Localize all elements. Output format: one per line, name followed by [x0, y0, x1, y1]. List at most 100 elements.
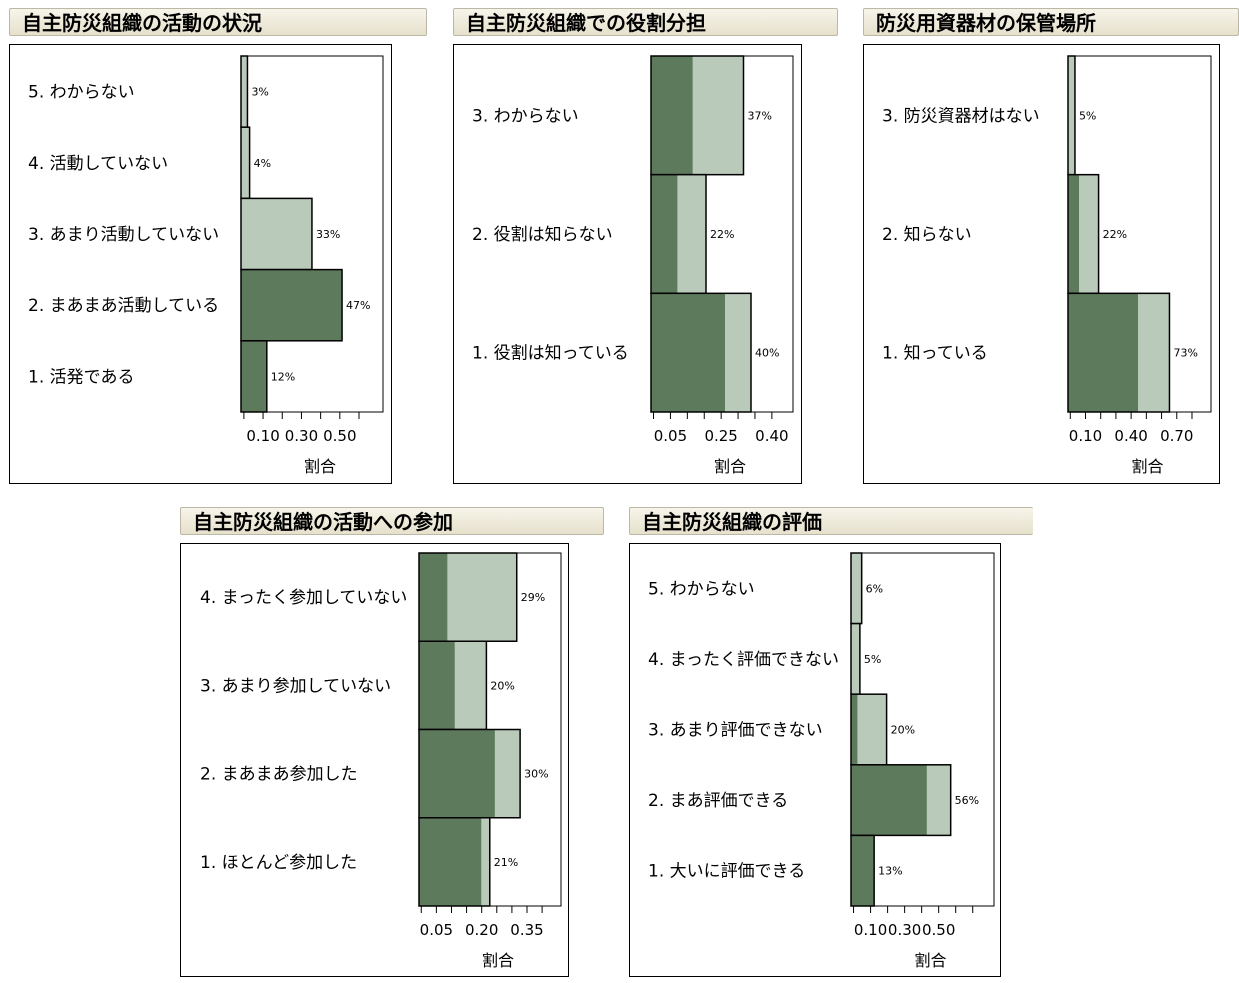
- tick-label: 0.10: [246, 427, 279, 445]
- tick-label: 0.25: [704, 427, 737, 445]
- value-label: 30%: [524, 768, 548, 781]
- chart-title-bar-2: 自主防災組織での役割分担: [453, 8, 838, 36]
- bar: [1067, 292, 1171, 413]
- category-label: 2. 知らない: [882, 225, 972, 245]
- value-label: 5%: [864, 653, 881, 666]
- chart-title-1: 自主防災組織の活動の状況: [22, 11, 262, 35]
- value-label: 6%: [866, 582, 883, 595]
- bar-fill-dark: [851, 694, 858, 765]
- bar-fill-dark: [241, 269, 343, 341]
- bar-fill-light: [851, 623, 860, 695]
- tick-label: 0.30: [888, 921, 921, 939]
- category-label: 2. まあまあ参加した: [200, 765, 358, 785]
- chart-2: 37% 3. わからない 22% 2. 役割は知らない 40% 1. 役割は知っている 0.…: [472, 55, 794, 476]
- value-label: 73%: [1173, 347, 1197, 360]
- value-label: 20%: [490, 679, 514, 692]
- category-label: 1. 知っている: [882, 344, 988, 364]
- value-label: 4%: [254, 157, 271, 170]
- value-label: 21%: [494, 856, 518, 869]
- value-label: 37%: [748, 109, 772, 122]
- bar-fill-dark: [851, 835, 875, 906]
- chart-5: 6% 5. わからない 5% 4. まったく評価できない 20% 3. あまり評価できない…: [648, 552, 995, 970]
- tick-label: 0.35: [510, 921, 543, 939]
- value-label: 3%: [251, 86, 268, 99]
- category-label: 3. 防災資器材はない: [882, 106, 1040, 126]
- category-label: 4. まったく参加していない: [200, 588, 407, 608]
- bar-fill-light: [241, 56, 248, 128]
- chart-title-5: 自主防災組織の評価: [642, 510, 822, 534]
- category-label: 2. 役割は知らない: [472, 225, 613, 245]
- value-label: 20%: [891, 724, 915, 737]
- chart-4: 29% 4. まったく参加していない 20% 3. あまり参加していない 30% 2. ま…: [200, 552, 562, 970]
- value-label: 12%: [271, 370, 295, 383]
- tick-label: 0.05: [420, 921, 453, 939]
- category-label: 2. まあ評価できる: [648, 791, 788, 811]
- category-label: 4. 活動していない: [28, 154, 168, 174]
- chart-title-bar-4: 自主防災組織の活動への参加: [180, 507, 604, 535]
- value-label: 29%: [521, 591, 545, 604]
- tick-label: 0.10: [854, 921, 887, 939]
- category-label: 2. まあまあ活動している: [28, 296, 219, 316]
- bar-fill-light: [241, 198, 312, 270]
- bar: [650, 292, 752, 413]
- bar-fill-dark: [419, 817, 482, 906]
- bar-fill-dark: [241, 340, 267, 412]
- value-label: 47%: [346, 299, 370, 312]
- bar-fill-dark: [651, 174, 678, 294]
- value-label: 33%: [316, 228, 340, 241]
- chart-title-3: 防災用資器材の保管場所: [876, 11, 1096, 35]
- category-label: 1. 活発である: [28, 367, 134, 387]
- tick-label: 0.10: [1069, 427, 1102, 445]
- chart-title-4: 自主防災組織の活動への参加: [193, 510, 453, 534]
- category-label: 5. わからない: [648, 579, 755, 599]
- value-label: 22%: [1103, 228, 1127, 241]
- bar-fill-dark: [851, 764, 927, 836]
- category-label: 1. 役割は知っている: [472, 344, 629, 364]
- bar-fill-light: [851, 553, 862, 624]
- tick-label: 0.70: [1160, 427, 1193, 445]
- category-label: 3. わからない: [472, 106, 579, 126]
- tick-label: 0.30: [285, 427, 318, 445]
- bar-fill-dark: [1068, 293, 1139, 412]
- category-label: 3. あまり活動していない: [28, 225, 219, 245]
- category-label: 5. わからない: [28, 83, 135, 103]
- category-label: 3. あまり参加していない: [200, 676, 391, 696]
- value-label: 56%: [955, 794, 979, 807]
- bar-fill-dark: [419, 729, 495, 818]
- tick-label: 0.40: [755, 427, 788, 445]
- value-label: 40%: [755, 347, 779, 360]
- bar-fill-light: [241, 127, 250, 199]
- tick-label: 0.50: [922, 921, 955, 939]
- x-axis-label: 割合: [714, 457, 746, 476]
- bar-fill-dark: [1068, 174, 1080, 294]
- bar: [240, 268, 343, 342]
- x-axis-label: 割合: [304, 457, 336, 476]
- chart-frame-5: [629, 543, 1001, 977]
- x-axis-label: 割合: [1131, 457, 1163, 476]
- bar-fill-light: [1068, 56, 1075, 175]
- value-label: 5%: [1079, 109, 1096, 122]
- chart-title-bar-5: 自主防災組織の評価: [629, 507, 1033, 535]
- tick-label: 0.05: [654, 427, 687, 445]
- bar-fill-dark: [419, 641, 455, 730]
- tick-label: 0.20: [465, 921, 498, 939]
- bar-fill-dark: [651, 293, 725, 412]
- category-label: 1. 大いに評価できる: [648, 862, 805, 882]
- chart-3: 5% 3. 防災資器材はない 22% 2. 知らない 73% 1. 知っている 0.10 0.…: [882, 55, 1212, 476]
- x-axis-label: 割合: [914, 951, 946, 970]
- value-label: 13%: [878, 865, 902, 878]
- category-label: 1. ほとんど参加した: [200, 853, 357, 873]
- x-axis-label: 割合: [482, 951, 514, 970]
- chart-title-2: 自主防災組織での役割分担: [466, 11, 706, 35]
- bar-fill-dark: [419, 553, 448, 642]
- chart-1: 3% 5. わからない 4% 4. 活動していない 33% 3. あまり活動していない 47…: [28, 55, 384, 476]
- chart-frame-1: [9, 44, 392, 484]
- category-label: 3. あまり評価できない: [648, 721, 823, 741]
- bar: [850, 834, 875, 907]
- bar: [850, 764, 952, 837]
- chart-title-bar-1: 自主防災組織の活動の状況: [9, 8, 427, 36]
- bar: [240, 340, 268, 413]
- tick-label: 0.50: [323, 427, 356, 445]
- bar: [418, 817, 491, 907]
